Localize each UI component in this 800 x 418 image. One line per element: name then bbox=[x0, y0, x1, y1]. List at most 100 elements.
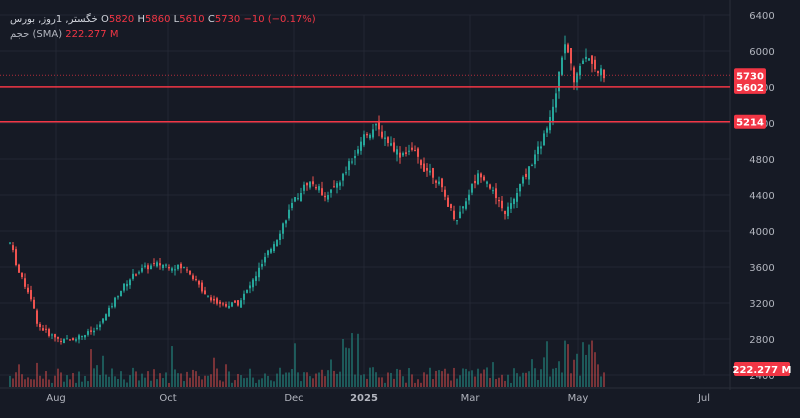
volume-bar bbox=[57, 368, 59, 387]
candle-body bbox=[291, 202, 293, 208]
candles bbox=[9, 35, 605, 345]
candle-body bbox=[273, 244, 275, 252]
candle-body bbox=[402, 153, 404, 156]
volume-bar bbox=[471, 370, 473, 387]
candle-body bbox=[123, 283, 125, 291]
volume-bar bbox=[354, 374, 356, 387]
volume-bar bbox=[333, 370, 335, 387]
volume-bar bbox=[159, 373, 161, 387]
volume-bar bbox=[81, 381, 83, 387]
volume-label: حجم (SMA) bbox=[10, 29, 63, 40]
candle-body bbox=[510, 203, 512, 209]
volume-bar bbox=[327, 370, 329, 387]
candle-body bbox=[429, 170, 431, 173]
volume-bar bbox=[408, 368, 410, 387]
volume-bar bbox=[228, 371, 230, 387]
candle-body bbox=[369, 134, 371, 139]
volume-bar bbox=[387, 372, 389, 387]
volume-bar bbox=[27, 377, 29, 387]
candle-body bbox=[405, 152, 407, 154]
candle-body bbox=[513, 198, 515, 205]
candle-body bbox=[249, 285, 251, 289]
volume-bar bbox=[510, 382, 512, 387]
candle-body bbox=[168, 266, 170, 269]
candle-body bbox=[231, 302, 233, 307]
candle-body bbox=[300, 193, 302, 202]
candle-body bbox=[66, 338, 68, 340]
volume-bar bbox=[117, 378, 119, 387]
candle-body bbox=[456, 220, 458, 222]
candle-body bbox=[270, 248, 272, 253]
volume-bar bbox=[588, 344, 590, 387]
candle-body bbox=[90, 330, 92, 332]
volume-bar bbox=[249, 368, 251, 387]
candle-body bbox=[297, 198, 299, 200]
volume-bar bbox=[525, 372, 527, 387]
candle-body bbox=[210, 297, 212, 301]
volume-bar bbox=[204, 375, 206, 387]
low-label: L bbox=[173, 14, 180, 25]
volume-bar bbox=[453, 367, 455, 387]
x-tick-label: May bbox=[568, 393, 589, 404]
candle-body bbox=[171, 268, 173, 271]
candle-body bbox=[165, 264, 167, 266]
candle-body bbox=[120, 290, 122, 297]
volume-bar bbox=[417, 379, 419, 387]
volume-bar bbox=[303, 372, 305, 387]
candle-body bbox=[150, 265, 152, 270]
candle-body bbox=[174, 269, 176, 271]
open-value: 5820 bbox=[108, 14, 135, 25]
volume-bar bbox=[99, 374, 101, 387]
volume-bar bbox=[435, 370, 437, 387]
volume-bar bbox=[183, 381, 185, 387]
volume-bar bbox=[207, 375, 209, 387]
candle-body bbox=[354, 155, 356, 159]
volume-bar bbox=[564, 340, 566, 387]
volume-bar bbox=[87, 381, 89, 387]
candle-body bbox=[63, 338, 65, 344]
candle-body bbox=[183, 266, 185, 268]
candle-body bbox=[246, 289, 248, 293]
volume-bar bbox=[402, 376, 404, 387]
candle-body bbox=[84, 335, 86, 338]
volume-bar bbox=[516, 373, 518, 387]
price-axis[interactable]: 2400280032003600400044004800520056006000… bbox=[749, 11, 774, 382]
candle-body bbox=[537, 146, 539, 155]
volume-bar bbox=[477, 368, 479, 387]
candle-body bbox=[234, 300, 236, 303]
horizontal-lines[interactable] bbox=[0, 74, 730, 123]
candle-body bbox=[474, 180, 476, 184]
x-tick-label: Aug bbox=[46, 393, 66, 404]
candle-body bbox=[147, 265, 149, 270]
candle-body bbox=[408, 150, 410, 152]
candle-body bbox=[285, 220, 287, 224]
volume-bar bbox=[381, 377, 383, 387]
candle-body bbox=[192, 275, 194, 280]
volume-bar bbox=[267, 375, 269, 387]
volume-bar bbox=[279, 367, 281, 387]
candle-body bbox=[414, 150, 416, 152]
candle-body bbox=[423, 163, 425, 172]
volume-bar bbox=[78, 371, 80, 387]
volume-bar bbox=[126, 382, 128, 387]
volume-bar bbox=[546, 341, 548, 387]
candle-body bbox=[258, 267, 260, 278]
candle-body bbox=[516, 192, 518, 202]
open-label: O bbox=[100, 14, 109, 25]
candle-body bbox=[195, 279, 197, 281]
candle-body bbox=[138, 272, 140, 274]
volume-bar bbox=[174, 369, 176, 387]
volume-bar bbox=[234, 380, 236, 387]
candle-body bbox=[594, 59, 596, 70]
volume-bar bbox=[54, 375, 56, 387]
volume-bar bbox=[285, 372, 287, 387]
time-axis[interactable]: Aug Oct Dec 2025 Mar May Jul bbox=[46, 393, 710, 404]
price-tag bbox=[734, 114, 766, 129]
candle-body bbox=[27, 287, 29, 293]
volume-bar bbox=[96, 365, 98, 387]
candle-body bbox=[201, 282, 203, 292]
volume-bar bbox=[492, 362, 494, 387]
volume-bar bbox=[195, 371, 197, 387]
